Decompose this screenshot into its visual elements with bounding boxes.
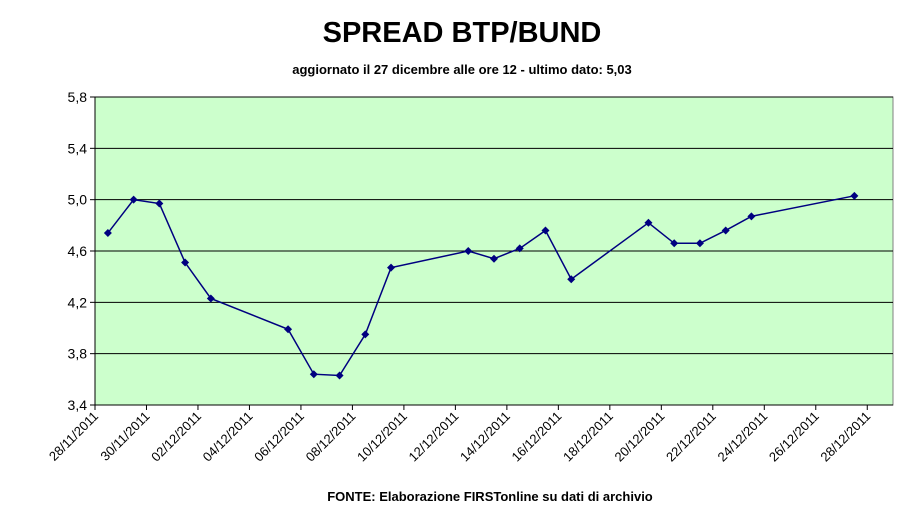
x-tick-label: 06/12/2011: [251, 409, 307, 465]
data-point: [335, 371, 344, 380]
data-point: [567, 275, 576, 284]
data-point: [721, 226, 730, 235]
data-point: [695, 239, 704, 248]
data-point: [747, 212, 756, 221]
data-point: [284, 325, 293, 334]
x-tick-label: 28/11/2011: [46, 409, 101, 464]
data-point: [309, 370, 318, 379]
data-point: [103, 229, 112, 238]
data-point: [490, 254, 498, 263]
y-tick-label: 5,0: [68, 192, 88, 208]
x-tick-label: 02/12/2011: [148, 409, 204, 465]
y-tick-label: 4,2: [68, 294, 88, 310]
x-tick-label: 10/12/2011: [354, 409, 410, 465]
x-tick-label: 12/12/2011: [406, 409, 462, 465]
x-tick-label: 14/12/2011: [457, 409, 513, 465]
data-point: [850, 191, 859, 200]
y-tick-label: 5,4: [68, 140, 88, 156]
data-point: [670, 239, 679, 248]
data-point: [515, 244, 524, 253]
x-tick-label: 16/12/2011: [509, 409, 565, 465]
chart-subtitle: aggiornato il 27 dicembre alle ore 12 - …: [292, 62, 632, 77]
x-tick-label: 08/12/2011: [303, 409, 359, 465]
data-point: [464, 247, 473, 255]
data-point: [541, 226, 550, 235]
chart-title: SPREAD BTP/BUND: [323, 17, 602, 49]
y-tick-label: 3,8: [68, 346, 88, 362]
x-tick-label: 20/12/2011: [612, 409, 668, 465]
data-point: [387, 263, 396, 272]
x-tick-label: 18/12/2011: [560, 409, 616, 465]
x-tick-label: 28/12/2011: [817, 409, 873, 465]
y-tick-label: 3,4: [68, 397, 88, 413]
data-point: [129, 195, 138, 204]
y-tick-label: 4,6: [68, 243, 88, 259]
x-tick-label: 04/12/2011: [200, 409, 256, 465]
x-tick-label: 30/11/2011: [97, 409, 152, 464]
data-point: [644, 218, 653, 227]
source-note: FONTE: Elaborazione FIRSTonline su dati …: [327, 489, 653, 504]
data-point: [361, 330, 370, 339]
y-tick-label: 5,8: [68, 89, 88, 105]
x-tick-label: 22/12/2011: [663, 409, 719, 465]
data-point: [206, 294, 215, 303]
data-point: [155, 199, 164, 208]
x-tick-label: 26/12/2011: [766, 409, 822, 465]
data-point: [181, 258, 190, 267]
x-tick-label: 24/12/2011: [714, 409, 770, 465]
